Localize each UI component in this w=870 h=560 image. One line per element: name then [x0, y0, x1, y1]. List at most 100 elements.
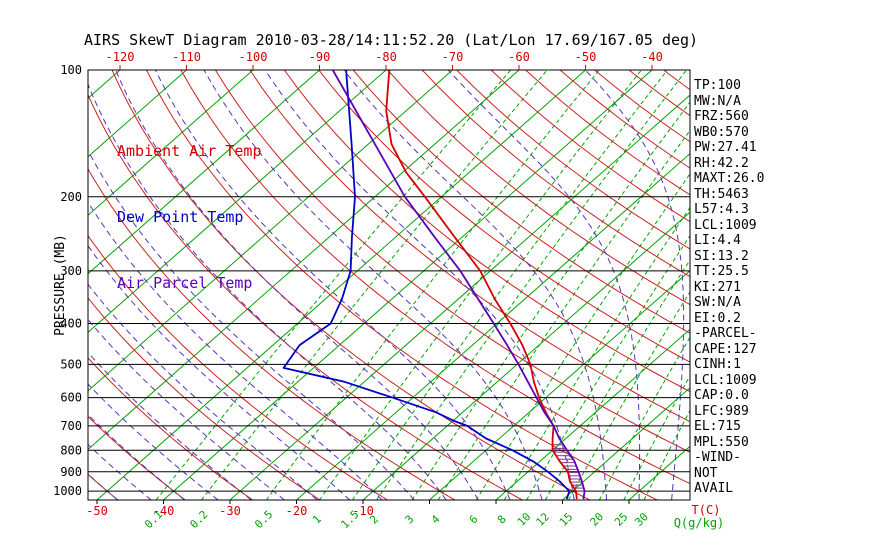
top-temp-label: -90 [309, 50, 331, 64]
stat-line: TH:5463 [694, 186, 749, 202]
mixing-ratio-line [411, 101, 690, 500]
mixing-ratio-label: 1 [310, 513, 324, 527]
mixing-ratio-label: 6 [467, 513, 481, 527]
stat-line: CINH:1 [694, 357, 741, 372]
moist-adiabat-line [0, 70, 84, 500]
dry-adiabat-line [421, 70, 690, 278]
top-temp-label: -110 [172, 50, 201, 64]
stat-line: CAPE:127 [694, 341, 757, 357]
isotherm-line [163, 70, 653, 500]
stat-line: EL:715 [694, 419, 741, 434]
stat-line: TP:100 [694, 78, 741, 93]
moist-adiabat-line [154, 70, 511, 500]
moist-adiabat-line [88, 83, 447, 500]
legend-dew-point-temp: Dew Point Temp [117, 208, 244, 226]
isotherm-line [229, 94, 690, 500]
pressure-tick-label: 800 [60, 443, 82, 457]
pressure-tick-label: 600 [60, 391, 82, 405]
moist-adiabat-line [88, 383, 219, 500]
stat-line: MPL:550 [694, 434, 749, 450]
dry-adiabat-line [352, 70, 690, 334]
stat-line: LCL:1009 [694, 217, 757, 233]
stats-panel: TP:100 MW:N/A FRZ:560 WB0:570 PW:27.41 RH:42.… [694, 78, 764, 497]
mixing-ratio-label: 10 [515, 510, 534, 529]
top-temp-label: -100 [239, 50, 268, 64]
top-temp-label: -80 [375, 50, 397, 64]
isotherm-line [88, 70, 453, 392]
dry-adiabat-lines [88, 70, 690, 500]
pressure-tick-label: 200 [60, 190, 82, 204]
moist-adiabat-line [343, 70, 607, 500]
bottom-temp-label: -20 [286, 504, 308, 518]
isotherm-line [429, 270, 690, 500]
stat-line: LI:4.4 [694, 233, 741, 248]
mixing-axis-unit-label: Q(g/kg) [674, 516, 725, 530]
mixing-ratio-line [544, 259, 690, 500]
stat-line: SI:13.2 [694, 248, 749, 264]
pressure-tick-label: 400 [60, 317, 82, 331]
dry-adiabat-line [456, 70, 690, 250]
bottom-temp-label: -30 [219, 504, 241, 518]
mixing-ratio-label: 4 [429, 512, 443, 526]
moist-adiabat-line [88, 244, 351, 500]
mixing-ratio-label: 2 [367, 513, 381, 527]
dry-adiabat-line [88, 415, 186, 500]
moist-adiabat-line [584, 70, 685, 500]
isotherm-line [88, 70, 320, 275]
legend: Ambient Air Temp Dew Point Temp Air Parc… [117, 96, 262, 338]
dry-adiabat-line [214, 70, 690, 453]
dry-adiabat-line [180, 70, 690, 485]
pressure-tick-label: 1000 [53, 484, 82, 498]
stat-line: PW:27.41 [694, 140, 757, 155]
moist-adiabat-line [447, 70, 641, 500]
isotherm-line [88, 70, 520, 451]
stat-line: TT:25.5 [694, 264, 749, 279]
isotherm-line [0, 70, 54, 500]
pressure-tick-label: 700 [60, 419, 82, 433]
cape-hatch [552, 444, 585, 492]
moist-adiabat-line [0, 70, 50, 500]
dry-adiabat-line [146, 70, 658, 500]
legend-ambient-air-temp: Ambient Air Temp [117, 142, 262, 160]
moist-adiabat-line [88, 318, 285, 500]
isotherm-lines [0, 70, 690, 500]
dry-adiabat-line [88, 168, 456, 500]
moist-adiabat-line [88, 201, 383, 500]
stat-line: LCL:1009 [694, 372, 757, 388]
stat-line: KI:271 [694, 279, 741, 295]
bottom-temp-label: -10 [352, 504, 374, 518]
dry-adiabat-line [88, 357, 253, 500]
dry-adiabat-line [249, 70, 690, 423]
isotherm-line [495, 328, 690, 500]
stat-line: MW:N/A [694, 93, 741, 109]
stat-line: L57:4.3 [694, 202, 749, 217]
mixing-ratio-label: 25 [612, 510, 631, 529]
stat-line: AVAIL [694, 481, 734, 496]
pressure-tick-label: 300 [60, 264, 82, 278]
mixing-ratio-label: 3 [403, 513, 417, 527]
moist-adiabat-line [88, 443, 152, 500]
temp-axis-unit-label: T(C) [692, 503, 721, 517]
mixing-ratio-label: 0.5 [252, 508, 275, 531]
mixing-ratio-line [475, 173, 690, 500]
dry-adiabat-line [111, 70, 591, 500]
isotherm-line [96, 70, 586, 500]
top-temp-label: -40 [641, 50, 663, 64]
pressure-tick-label: 100 [60, 63, 82, 77]
stat-line: CAP:0.0 [694, 388, 749, 403]
top-temp-label: -70 [442, 50, 464, 64]
stat-line: NOT [694, 465, 718, 481]
moist-adiabat-line [88, 283, 318, 500]
dry-adiabat-line [88, 297, 321, 500]
mixing-ratio-label: 8 [495, 513, 509, 527]
stat-line: MAXT:26.0 [694, 171, 765, 186]
isotherm-line [88, 70, 254, 216]
chart-title: AIRS SkewT Diagram 2010-03-28/14:11:52.2… [84, 31, 699, 49]
stat-line: SW:N/A [694, 295, 741, 310]
stat-line: -WIND- [694, 450, 741, 465]
moist-adiabat-line [88, 413, 186, 500]
dry-adiabat-line [318, 70, 690, 363]
mixing-ratio-label: 12 [534, 510, 553, 529]
isotherm-line [296, 152, 690, 500]
mixing-ratio-line [351, 70, 668, 500]
